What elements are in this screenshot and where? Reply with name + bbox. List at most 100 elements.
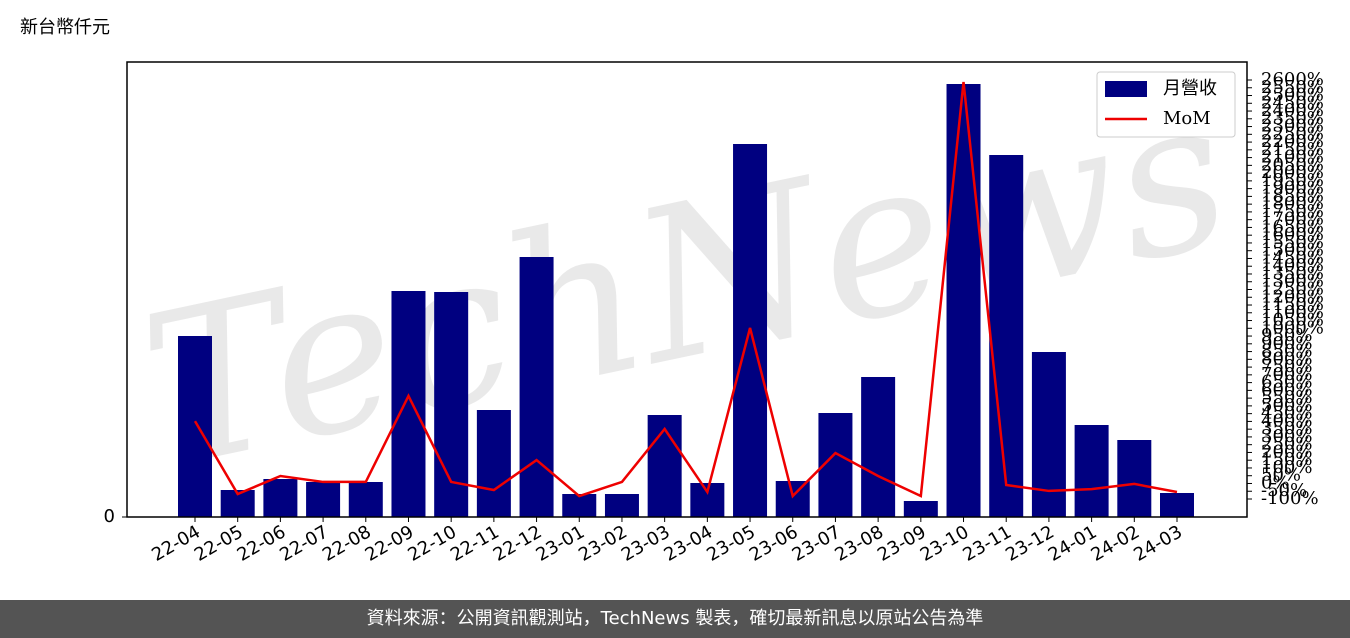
x-tick-label: 23-03 xyxy=(618,521,674,565)
y2-tick-label: 1550% xyxy=(1261,232,1324,253)
y2-tick-label: 1900% xyxy=(1261,178,1324,199)
chart: 新台幣仟元 TechNews 0-100%-50%0%50%100%150%20… xyxy=(20,17,1324,566)
y2-tick-label: 850% xyxy=(1261,341,1312,362)
y2-tick-label: 100% xyxy=(1261,457,1312,478)
y2-tick-label: 500% xyxy=(1261,395,1312,416)
y2-tick-label: 400% xyxy=(1261,410,1312,431)
y2-tick-label: 2050% xyxy=(1261,154,1324,175)
y2-tick-label: 1250% xyxy=(1261,279,1324,300)
x-tick-label: 22-11 xyxy=(447,521,503,565)
y2-tick-label: 1950% xyxy=(1261,170,1324,191)
y2-tick-label: 350% xyxy=(1261,418,1312,439)
x-tick-label: 23-01 xyxy=(532,521,588,565)
y2-tick-label: 1400% xyxy=(1261,255,1324,276)
x-tick-label: 22-08 xyxy=(319,521,375,565)
bar xyxy=(391,291,426,517)
y2-tick-label: -100% xyxy=(1261,488,1319,509)
y2-tick-label: 900% xyxy=(1261,333,1312,354)
x-tick-label: 23-02 xyxy=(575,521,631,565)
x-tick-label: 22-05 xyxy=(191,521,247,565)
y2-tick-label: 600% xyxy=(1261,379,1312,400)
y2-tick-label: 1150% xyxy=(1261,294,1324,315)
y2-tick-label: 1350% xyxy=(1261,263,1324,284)
y2-tick-label: 2100% xyxy=(1261,147,1324,168)
y2-tick-label: 1000% xyxy=(1261,317,1324,338)
y2-tick-label: 450% xyxy=(1261,403,1312,424)
y2-tick-label: 1050% xyxy=(1261,310,1324,331)
x-tick-label: 23-09 xyxy=(874,521,930,565)
y2-tick-label: 2600% xyxy=(1261,69,1324,90)
y2-tick-label: 2000% xyxy=(1261,162,1324,183)
y2-tick-label: 1750% xyxy=(1261,201,1324,222)
bar xyxy=(178,336,212,517)
y2-tick-label: 2400% xyxy=(1261,100,1324,121)
legend-swatch xyxy=(1105,81,1147,97)
bar xyxy=(903,501,938,517)
y2-tick-label: 2300% xyxy=(1261,116,1324,137)
plot-frame xyxy=(126,61,1248,518)
y2-tick-label: 1850% xyxy=(1261,185,1324,206)
bar xyxy=(946,84,981,517)
y2-tick-label: 700% xyxy=(1261,364,1312,385)
bar xyxy=(519,257,554,517)
y2-tick-label: 1800% xyxy=(1261,193,1324,214)
y2-tick-label: 1650% xyxy=(1261,216,1324,237)
x-tick-label: 24-02 xyxy=(1088,521,1144,565)
bar xyxy=(775,481,810,517)
y2-tick-label: 50% xyxy=(1261,465,1301,486)
bar xyxy=(989,155,1024,517)
bar xyxy=(861,377,896,517)
y2-tick-label: 2500% xyxy=(1261,85,1324,106)
y2-tick-label: 1600% xyxy=(1261,224,1324,245)
y2-tick-label: 0% xyxy=(1261,472,1290,493)
bar xyxy=(263,479,298,517)
y2-tick-label: 650% xyxy=(1261,372,1312,393)
y2-tick-label: 1450% xyxy=(1261,247,1324,268)
y2-tick-label: -50% xyxy=(1261,480,1307,501)
x-tick-label: 23-11 xyxy=(959,521,1015,565)
y2-tick-label: 150% xyxy=(1261,449,1312,470)
bar xyxy=(476,410,511,517)
y2-tick-label: 200% xyxy=(1261,441,1312,462)
bar xyxy=(348,482,383,517)
y2-tick-label: 1200% xyxy=(1261,286,1324,307)
y2-tick-label: 1500% xyxy=(1261,240,1324,261)
y2-tick-label: 2350% xyxy=(1261,108,1324,129)
legend-label: MoM xyxy=(1163,108,1211,129)
x-tick-label: 22-06 xyxy=(234,521,290,565)
bar xyxy=(1160,493,1194,517)
x-tick-label: 22-10 xyxy=(404,521,460,565)
y-tick-label: 0 xyxy=(104,506,115,527)
y2-tick-label: 300% xyxy=(1261,426,1312,447)
line xyxy=(193,81,1178,499)
y2-tick-label: 2550% xyxy=(1261,77,1324,98)
y2-tick-label: 2150% xyxy=(1261,139,1324,160)
y2-tick-label: 2450% xyxy=(1261,92,1324,113)
x-tick-label: 23-08 xyxy=(831,521,887,565)
footer: 資料來源：公開資訊觀測站，TechNews 製表，確切最新訊息以原站公告為準 xyxy=(0,600,1350,638)
x-tick-label: 22-07 xyxy=(276,521,332,565)
x-tick-label: 23-07 xyxy=(789,521,845,565)
x-tick-label: 24-01 xyxy=(1045,521,1101,565)
bar xyxy=(306,482,341,517)
x-tick-label: 23-04 xyxy=(661,521,717,565)
x-tick-label: 22-04 xyxy=(148,521,204,565)
y2-tick-label: 2250% xyxy=(1261,123,1324,144)
x-tick-label: 23-12 xyxy=(1002,521,1058,565)
bar xyxy=(604,494,639,517)
x-tick-label: 22-09 xyxy=(362,521,418,565)
y2-tick-label: 1700% xyxy=(1261,209,1324,230)
y2-tick-label: 750% xyxy=(1261,356,1312,377)
bar xyxy=(1117,440,1152,517)
x-tick-label: 24-03 xyxy=(1130,521,1186,565)
bar xyxy=(562,494,597,517)
x-tick-label: 22-12 xyxy=(490,521,546,565)
bar xyxy=(1031,352,1066,517)
y2-tick-label: 800% xyxy=(1261,348,1312,369)
x-tick-label: 23-05 xyxy=(703,521,759,565)
y-axis-label: 新台幣仟元 xyxy=(20,17,110,38)
y2-tick-label: 1100% xyxy=(1261,302,1324,323)
x-tick-label: 23-10 xyxy=(917,521,973,565)
y2-tick-label: 1300% xyxy=(1261,271,1324,292)
